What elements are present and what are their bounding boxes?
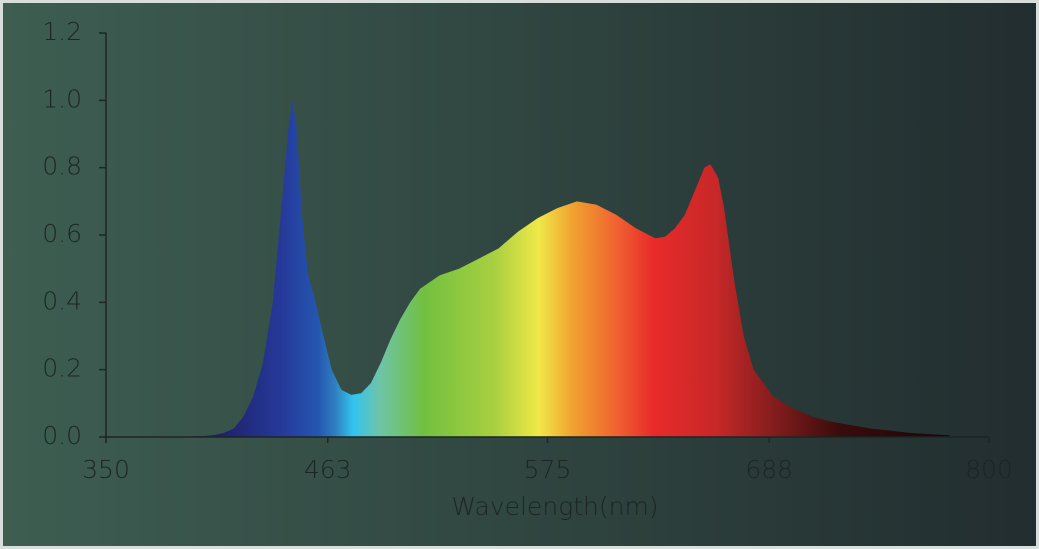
x-tick-label: 463 <box>304 455 352 484</box>
spectrum-area <box>164 100 950 437</box>
y-tick-label: 0.2 <box>42 354 82 383</box>
x-tick-label: 800 <box>965 455 1013 484</box>
x-axis-label: Wavelength(nm) <box>451 492 658 521</box>
y-tick-label: 1.2 <box>42 17 82 46</box>
y-tick-label: 0.4 <box>42 286 82 315</box>
x-tick-label: 350 <box>82 455 130 484</box>
x-tick-label: 688 <box>745 455 793 484</box>
y-tick-label: 1.0 <box>42 84 82 113</box>
y-tick-label: 0.6 <box>42 219 82 248</box>
x-tick-label: 575 <box>524 455 572 484</box>
y-tick-label: 0.8 <box>42 152 82 181</box>
y-tick-label: 0.0 <box>42 421 82 450</box>
